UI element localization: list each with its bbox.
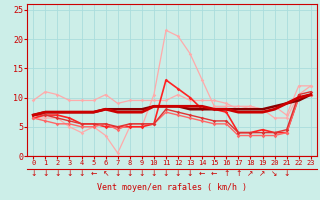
Text: ↗: ↗	[247, 169, 254, 178]
Text: ↓: ↓	[139, 169, 145, 178]
Text: ↓: ↓	[284, 169, 290, 178]
Text: ↓: ↓	[127, 169, 133, 178]
Text: ↑: ↑	[223, 169, 229, 178]
Text: ↓: ↓	[42, 169, 49, 178]
Text: ↓: ↓	[30, 169, 36, 178]
Text: ↓: ↓	[54, 169, 60, 178]
Text: ←: ←	[211, 169, 217, 178]
Text: ↑: ↑	[235, 169, 242, 178]
Text: ↗: ↗	[259, 169, 266, 178]
Text: ←: ←	[199, 169, 205, 178]
Text: ←: ←	[90, 169, 97, 178]
Text: ↓: ↓	[187, 169, 193, 178]
Text: ↘: ↘	[271, 169, 278, 178]
Text: ↓: ↓	[66, 169, 73, 178]
Text: ↓: ↓	[151, 169, 157, 178]
Text: ↓: ↓	[78, 169, 85, 178]
Text: ↓: ↓	[175, 169, 181, 178]
Text: ↖: ↖	[102, 169, 109, 178]
Text: ↓: ↓	[163, 169, 169, 178]
Text: ↓: ↓	[115, 169, 121, 178]
X-axis label: Vent moyen/en rafales ( km/h ): Vent moyen/en rafales ( km/h )	[97, 183, 247, 192]
